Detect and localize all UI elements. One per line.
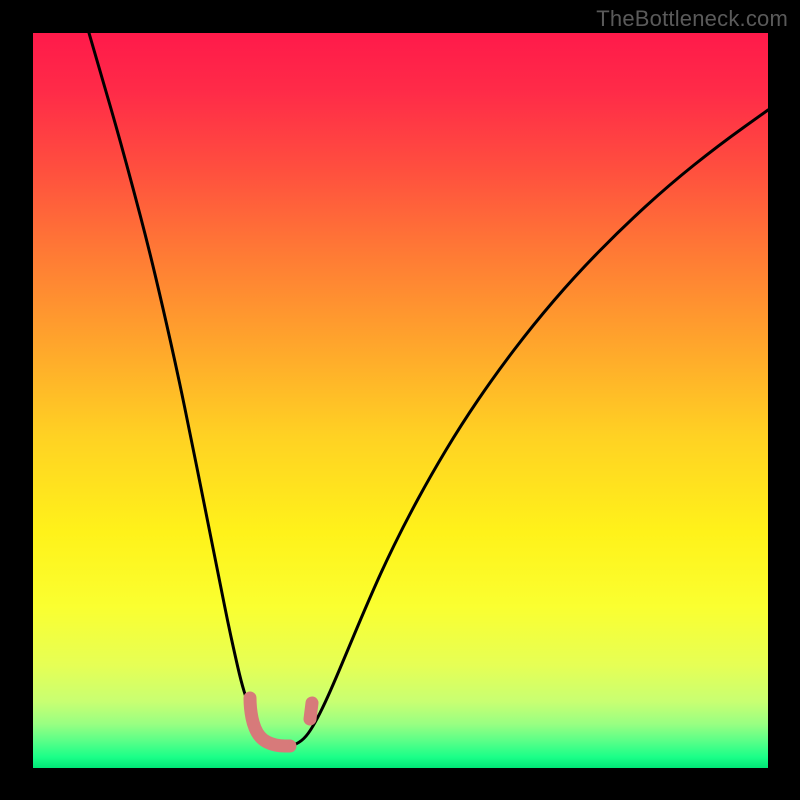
watermark-text: TheBottleneck.com <box>596 6 788 32</box>
bottleneck-curve-svg <box>33 33 768 768</box>
plot-frame <box>33 33 768 768</box>
marker-segment-1 <box>310 703 312 719</box>
bottleneck-curve-path <box>89 33 768 747</box>
marker-segment-0 <box>250 698 290 746</box>
